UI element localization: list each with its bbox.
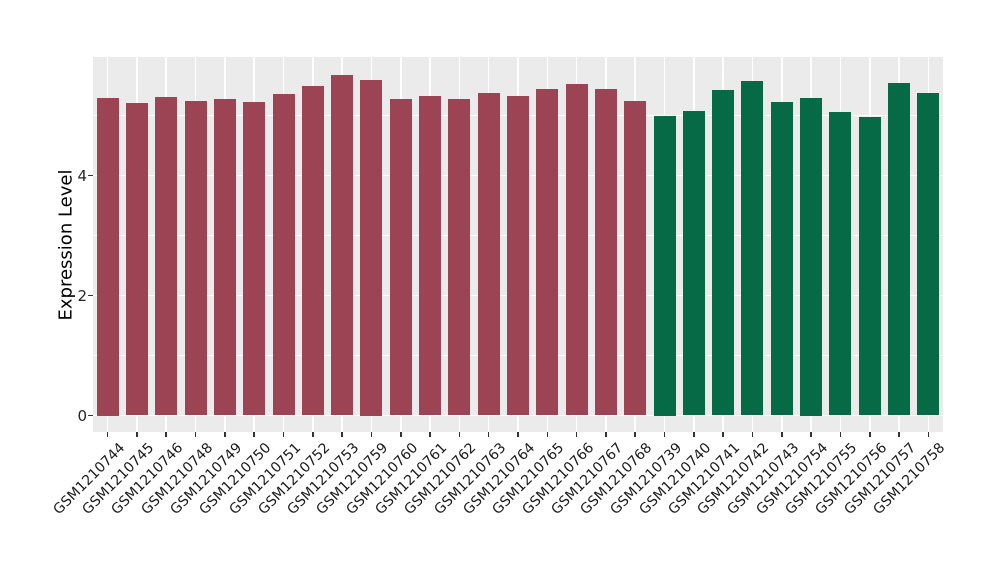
x-tick-mark-GSM1210759 (370, 432, 373, 437)
bar-GSM1210742 (741, 81, 764, 416)
x-tick-mark-GSM1210762 (458, 432, 461, 437)
bar-GSM1210745 (125, 102, 148, 416)
y-tick-label-2: 2 (77, 286, 87, 305)
bar-GSM1210765 (536, 89, 559, 416)
bar-GSM1210756 (858, 116, 881, 416)
bar-GSM1210740 (682, 110, 705, 416)
bar-GSM1210760 (389, 99, 412, 416)
x-tick-mark-GSM1210752 (312, 432, 314, 437)
plot-panel (93, 57, 943, 432)
bar-GSM1210751 (272, 93, 295, 416)
x-tick-mark-GSM1210767 (605, 432, 607, 437)
x-tick-mark-GSM1210763 (487, 432, 490, 437)
x-tick-mark-GSM1210740 (693, 432, 695, 437)
x-tick-mark-GSM1210743 (780, 432, 783, 437)
x-tick-mark-GSM1210739 (663, 432, 666, 437)
bar-GSM1210767 (594, 89, 617, 416)
bar-GSM1210746 (155, 96, 178, 416)
x-tick-mark-GSM1210741 (722, 432, 724, 437)
x-tick-mark-GSM1210753 (341, 432, 343, 437)
x-tick-mark-GSM1210764 (517, 432, 519, 437)
x-tick-mark-GSM1210756 (868, 432, 871, 437)
bar-GSM1210759 (360, 79, 383, 416)
x-tick-mark-GSM1210742 (751, 432, 754, 437)
x-tick-mark-GSM1210754 (810, 432, 812, 437)
x-tick-mark-GSM1210761 (429, 432, 431, 437)
x-tick-mark-GSM1210750 (253, 432, 255, 437)
bar-GSM1210755 (829, 111, 852, 416)
bar-GSM1210762 (448, 99, 471, 416)
x-tick-mark-GSM1210755 (839, 432, 842, 437)
x-tick-mark-GSM1210758 (927, 432, 930, 437)
y-tick-label-4: 4 (77, 166, 87, 185)
bar-GSM1210741 (712, 90, 735, 416)
bar-GSM1210763 (477, 92, 500, 416)
y-tick-mark-4 (88, 174, 93, 177)
x-tick-mark-GSM1210757 (898, 432, 900, 437)
y-tick-mark-0 (88, 414, 93, 417)
bar-GSM1210761 (419, 95, 442, 416)
bar-GSM1210757 (888, 83, 911, 416)
bar-GSM1210753 (331, 74, 354, 416)
bar-GSM1210752 (301, 86, 324, 416)
x-tick-mark-GSM1210760 (399, 432, 402, 437)
x-tick-mark-GSM1210765 (546, 432, 549, 437)
bar-GSM1210750 (243, 102, 266, 416)
y-axis-title: Expression Level (55, 169, 77, 321)
x-tick-mark-GSM1210748 (194, 432, 197, 437)
bar-GSM1210768 (624, 101, 647, 416)
bar-GSM1210749 (213, 99, 236, 416)
y-tick-mark-2 (88, 294, 93, 297)
bar-GSM1210743 (770, 102, 793, 416)
bar-GSM1210754 (800, 97, 823, 416)
x-tick-mark-GSM1210746 (165, 432, 168, 437)
bar-GSM1210764 (507, 95, 529, 416)
x-tick-mark-GSM1210744 (106, 432, 109, 437)
x-tick-mark-GSM1210768 (634, 432, 637, 437)
bar-GSM1210739 (653, 115, 676, 416)
bar-GSM1210748 (184, 101, 207, 416)
x-tick-mark-GSM1210745 (136, 432, 138, 437)
bar-GSM1210758 (917, 92, 940, 416)
x-tick-mark-GSM1210751 (282, 432, 285, 437)
y-tick-label-0: 0 (77, 406, 87, 425)
x-tick-mark-GSM1210749 (224, 432, 226, 437)
x-tick-mark-GSM1210766 (575, 432, 578, 437)
bar-GSM1210766 (565, 84, 588, 416)
bar-GSM1210744 (96, 97, 119, 416)
